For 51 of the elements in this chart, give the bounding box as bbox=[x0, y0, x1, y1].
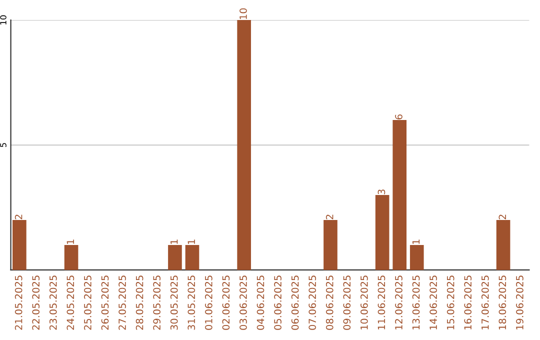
x-tick-label: 30.05.2025 bbox=[170, 276, 178, 330]
data-label: 1 bbox=[188, 240, 195, 244]
x-tick-label: 12.06.2025 bbox=[395, 276, 402, 330]
x-tick-label: 21.05.2025 bbox=[14, 276, 22, 330]
data-label: 1 bbox=[412, 240, 420, 244]
bar bbox=[185, 244, 200, 270]
x-tick-label: 24.05.2025 bbox=[66, 276, 74, 330]
data-label: 3 bbox=[378, 190, 386, 194]
bar bbox=[64, 244, 78, 270]
bar bbox=[12, 220, 26, 270]
x-tick-label: 27.05.2025 bbox=[118, 276, 126, 330]
data-label: 2 bbox=[498, 214, 506, 220]
data-label: 10 bbox=[240, 8, 247, 19]
bar bbox=[392, 120, 407, 270]
x-tick-label: 25.05.2025 bbox=[84, 276, 92, 330]
x-tick-label: 06.06.2025 bbox=[291, 276, 299, 330]
x-tick-label: 22.05.2025 bbox=[32, 276, 40, 330]
bar bbox=[375, 194, 390, 270]
bar bbox=[237, 20, 251, 270]
data-label: 2 bbox=[14, 214, 22, 220]
x-tick-label: 08.06.2025 bbox=[326, 276, 334, 330]
x-tick-label: 31.05.2025 bbox=[188, 276, 196, 330]
x-tick-label: 11.06.2025 bbox=[378, 276, 386, 330]
x-tick-label: 16.06.2025 bbox=[464, 276, 472, 330]
x-tick-label: 28.05.2025 bbox=[136, 276, 144, 330]
bar bbox=[324, 220, 338, 270]
x-tick-label: 19.06.2025 bbox=[516, 276, 524, 330]
data-label: 1 bbox=[66, 240, 74, 244]
bar bbox=[496, 220, 510, 270]
x-tick-label: 03.06.2025 bbox=[240, 276, 247, 330]
x-tick-label: 10.06.2025 bbox=[360, 276, 368, 330]
x-tick-label: 15.06.2025 bbox=[446, 276, 454, 330]
x-tick-label: 02.06.2025 bbox=[222, 276, 230, 330]
x-tick-label: 14.06.2025 bbox=[430, 276, 437, 330]
x-tick-label: 13.06.2025 bbox=[412, 276, 420, 330]
x-tick-label: 26.05.2025 bbox=[101, 276, 109, 330]
x-tick-label: 01.06.2025 bbox=[204, 276, 212, 330]
x-tick-label: 17.06.2025 bbox=[481, 276, 489, 330]
bar bbox=[410, 244, 424, 270]
y-tick-label: 5 bbox=[0, 143, 6, 148]
x-tick-label: 04.06.2025 bbox=[256, 276, 264, 330]
bar bbox=[168, 244, 182, 270]
x-tick-label: 05.06.2025 bbox=[274, 276, 282, 330]
x-tick-label: 29.05.2025 bbox=[153, 276, 160, 330]
x-tick-label: 23.05.2025 bbox=[49, 276, 57, 330]
data-label: 2 bbox=[326, 214, 334, 220]
x-tick-label: 18.06.2025 bbox=[498, 276, 506, 330]
x-tick-label: 09.06.2025 bbox=[343, 276, 351, 330]
data-label: 1 bbox=[170, 240, 178, 244]
x-tick-label: 07.06.2025 bbox=[308, 276, 316, 330]
data-label: 6 bbox=[395, 114, 402, 120]
